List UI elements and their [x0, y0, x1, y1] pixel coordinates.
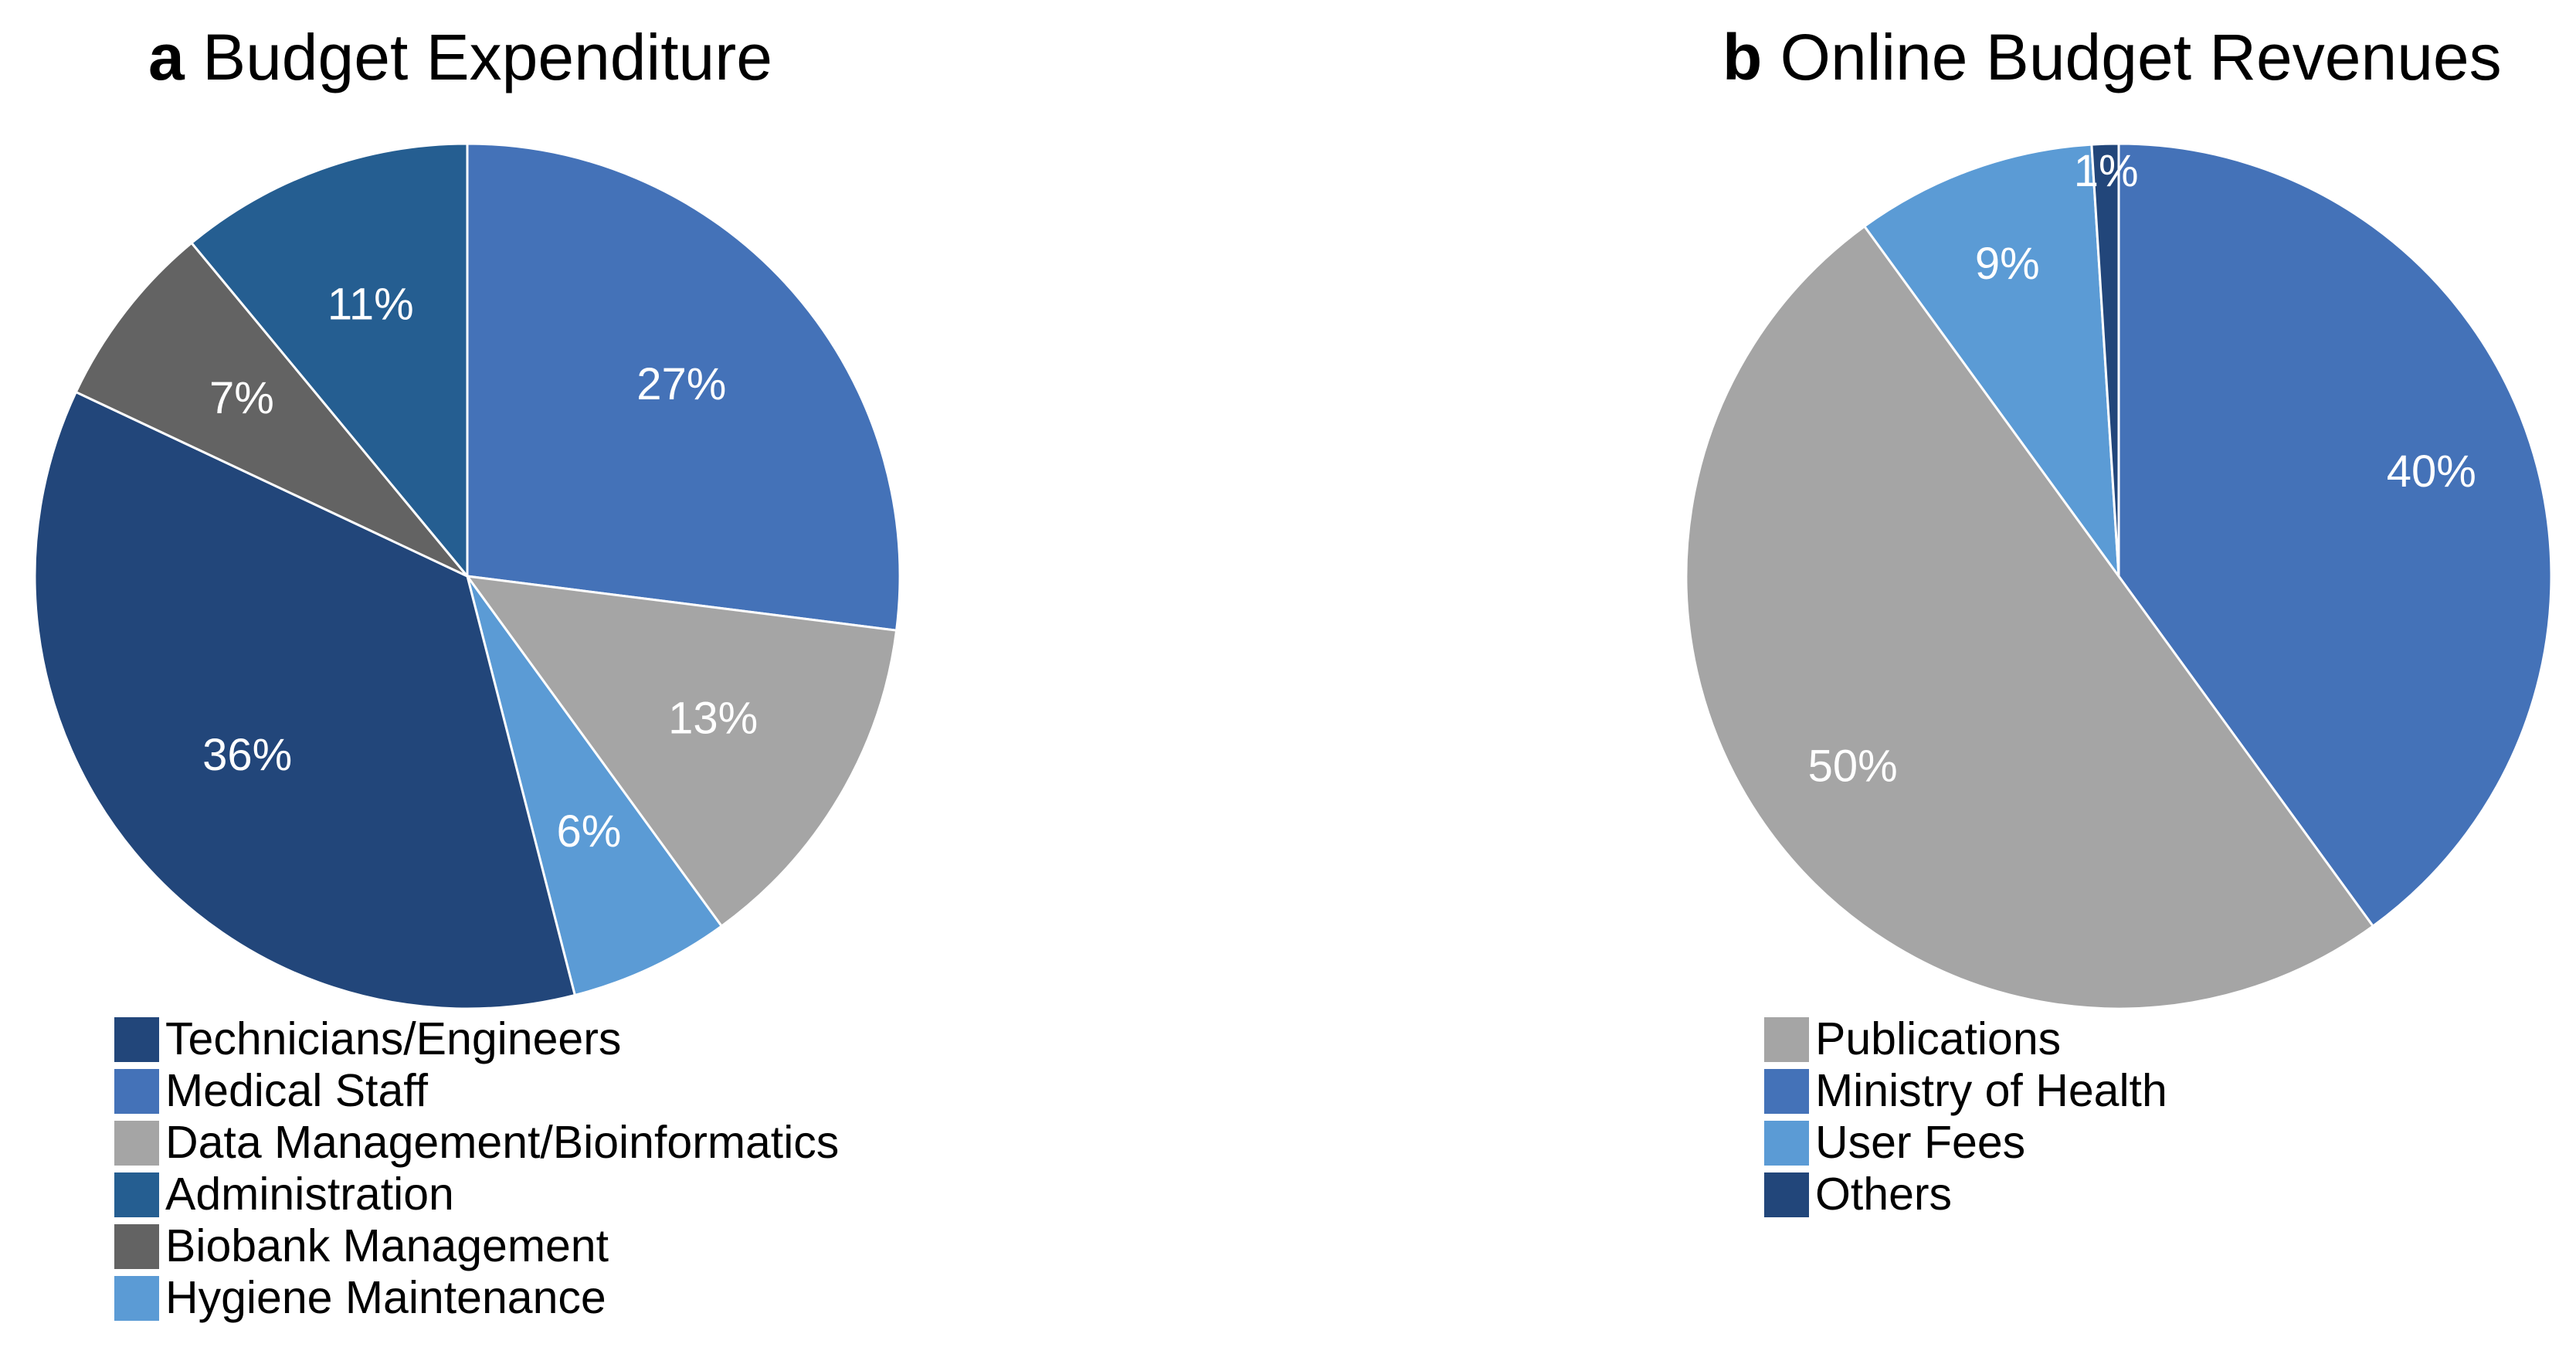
- pie-b-label-ministry-of-health: 40%: [2387, 446, 2476, 497]
- legend-b-item-user-fees: User Fees: [1764, 1117, 2167, 1169]
- legend-swatch: [114, 1275, 159, 1321]
- legend-label: User Fees: [1815, 1117, 2026, 1168]
- chart-b-title-text: Online Budget Revenues: [1780, 21, 2502, 93]
- pie-a-label-biobank-management: 7%: [209, 373, 274, 423]
- pie-a-label-medical-staff: 27%: [636, 359, 726, 409]
- legend-b: Publications Ministry of Health User Fees O…: [1764, 1013, 2167, 1220]
- legend-swatch: [114, 1068, 159, 1114]
- pie-a-slice-technicians-engineers: [33, 390, 577, 1010]
- pie-b-label-publications: 50%: [1808, 741, 1898, 791]
- pie-a-slice-biobank-management: [74, 241, 469, 578]
- chart-b-title: b Online Budget Revenues: [1722, 22, 2502, 93]
- legend-label: Publications: [1815, 1013, 2062, 1064]
- pie-a-label-administration: 11%: [328, 280, 414, 330]
- pie-b-slice-others: [2090, 142, 2120, 577]
- legend-a-item-medical-staff: Medical Staff: [114, 1065, 839, 1117]
- legend-label: Others: [1815, 1169, 1953, 1220]
- legend-b-item-others: Others: [1764, 1169, 2167, 1220]
- legend-a-item-technicians-engineers: Technicians/Engineers: [114, 1013, 839, 1065]
- legend-a-item-biobank-management: Biobank Management: [114, 1220, 839, 1272]
- legend-a: Technicians/Engineers Medical Staff Data M…: [114, 1013, 839, 1324]
- pie-chart-a: 27% 13% 6% 36% 7% 11%: [33, 142, 901, 1010]
- legend-label: Medical Staff: [165, 1065, 428, 1116]
- pie-a-label-hygiene-maintenance: 6%: [556, 806, 621, 857]
- legend-a-item-data-management-bioinformatics: Data Management/Bioinformatics: [114, 1117, 839, 1169]
- pie-chart-b: 40% 50% 9% 1%: [1685, 142, 2553, 1010]
- legend-swatch: [114, 1172, 159, 1217]
- legend-swatch: [1764, 1172, 1809, 1217]
- chart-a-title-text: Budget Expenditure: [202, 21, 772, 93]
- pie-a-label-data-management-bioinformatics: 13%: [668, 693, 758, 743]
- pie-a-label-technicians-engineers: 36%: [202, 730, 292, 780]
- pie-b-label-others: 1%: [2074, 146, 2139, 196]
- pie-a-slice-hygiene-maintenance: [466, 575, 724, 997]
- legend-a-item-hygiene-maintenance: Hygiene Maintenance: [114, 1272, 839, 1324]
- pie-a-slice-data-management-bioinformatics: [464, 575, 898, 928]
- legend-swatch: [114, 1223, 159, 1269]
- pie-b-slice-ministry-of-health: [2117, 142, 2553, 928]
- pie-a-slice-administration: [189, 142, 469, 580]
- legend-label: Data Management/Bioinformatics: [165, 1117, 840, 1168]
- legend-label: Administration: [165, 1169, 454, 1220]
- legend-label: Ministry of Health: [1815, 1065, 2167, 1116]
- panel-letter-b: b: [1722, 21, 1763, 93]
- pie-b-slice-user-fees: [1862, 143, 2120, 581]
- pie-a-slice-medical-staff: [466, 142, 901, 632]
- legend-label: Hygiene Maintenance: [165, 1272, 606, 1323]
- legend-swatch: [114, 1016, 159, 1062]
- legend-swatch: [1764, 1016, 1809, 1062]
- panel-letter-a: a: [148, 21, 185, 93]
- legend-a-item-administration: Administration: [114, 1169, 839, 1220]
- chart-a-title: a Budget Expenditure: [148, 22, 772, 93]
- legend-b-item-ministry-of-health: Ministry of Health: [1764, 1065, 2167, 1117]
- legend-swatch: [1764, 1068, 1809, 1114]
- pie-b-slice-publications: [1685, 224, 2375, 1010]
- legend-label: Biobank Management: [165, 1220, 609, 1271]
- legend-swatch: [114, 1120, 159, 1166]
- legend-label: Technicians/Engineers: [165, 1013, 622, 1064]
- legend-swatch: [1764, 1120, 1809, 1166]
- pie-b-label-user-fees: 9%: [1975, 239, 2040, 289]
- legend-b-item-publications: Publications: [1764, 1013, 2167, 1065]
